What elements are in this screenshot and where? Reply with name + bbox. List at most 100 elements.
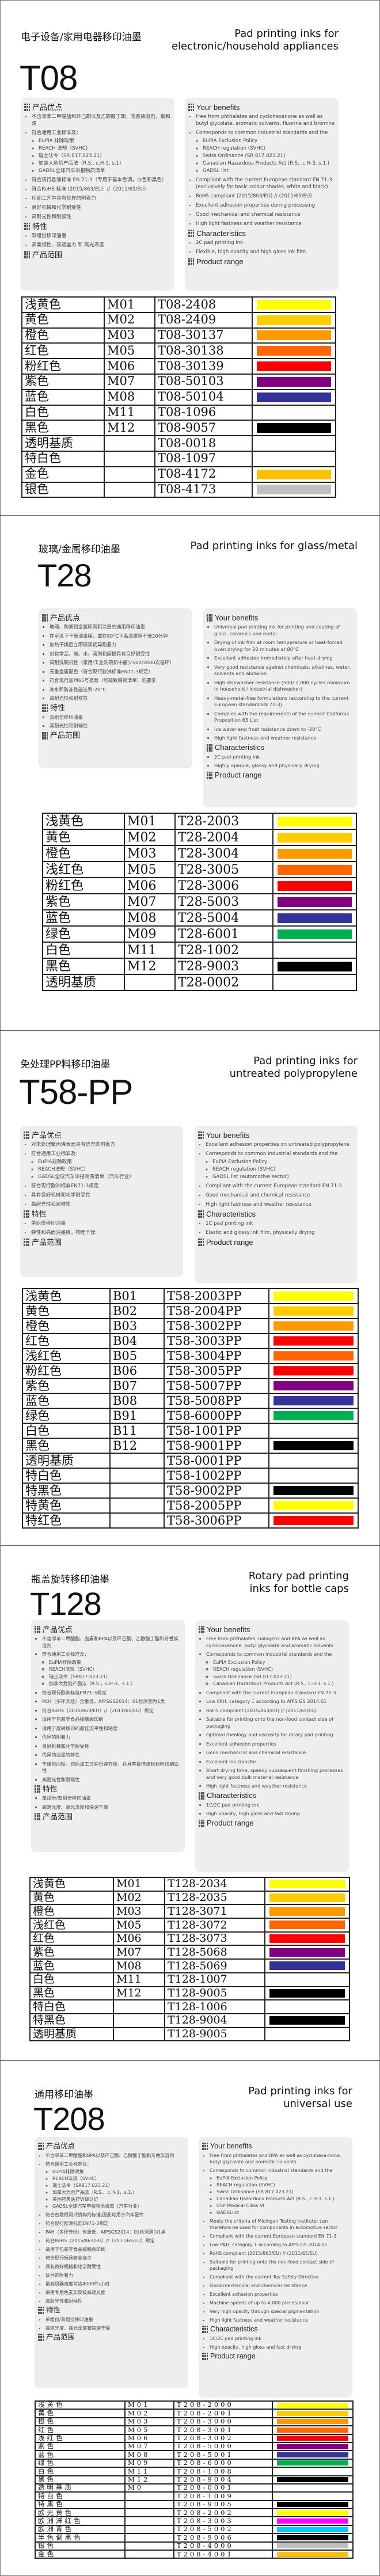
color-swatch	[277, 2535, 348, 2540]
list-item: Ice water and frost resistance down to -…	[214, 726, 354, 733]
swatch-cell	[264, 1972, 350, 1987]
list-item: 对化学品、碱、水、溶剂和磨损具有良好耐受性	[50, 651, 189, 658]
sub-list-item: Swiss Ordinance (SR 817.023.21)	[216, 2189, 349, 2195]
list-item: PAH（多环芳烃）含量低，AfPSGS2014：01检测测为1类	[45, 2229, 185, 2235]
section-mark-icon	[198, 1131, 204, 1139]
en-title: Pad printing inks for universal use	[248, 2085, 352, 2110]
series-code-cell: B11	[109, 1423, 165, 1439]
color-name-cell: 绿色	[22, 1408, 111, 1424]
list-item-text: 符合现行加州65号提案（可疑致畸物清单）的要求	[50, 677, 156, 683]
product-number-cell: T08-30138	[154, 342, 253, 360]
list-item-text: 无重金属配色（符合现行欧洲标准EN71-3规定）	[50, 668, 153, 675]
color-swatch	[277, 2411, 348, 2417]
color-name-cell: 特黑色	[22, 1483, 111, 1499]
table-row: 黄色 M02 T08-2409	[21, 311, 336, 329]
color-name-cell: 蓝色	[42, 909, 125, 927]
swatch-cell	[268, 1288, 359, 1304]
swatch-cell	[252, 327, 336, 344]
list-item-text: Compliant with the current European stan…	[196, 177, 332, 190]
box-heading-text: Product range	[210, 2352, 256, 2360]
color-swatch	[278, 848, 352, 859]
swatch-cell	[252, 342, 336, 360]
series-code-cell	[124, 2541, 174, 2551]
swatch-cell	[272, 2533, 354, 2543]
product-number-cell: T58-3003PP	[164, 1333, 269, 1349]
list-item: Heavy-metal-free formulations (according…	[214, 695, 354, 708]
series-code-cell: M08	[104, 388, 155, 406]
swatch-cell	[272, 2524, 354, 2535]
box-heading-text: Characteristics	[206, 1209, 256, 1218]
sub-list-item: GADSL全球汽车申报物质清单（汽车行业）	[52, 2203, 185, 2209]
color-name-cell: 银色	[21, 481, 105, 498]
en-title-line: Pad printing inks for glass/metal	[190, 540, 358, 552]
series-code-cell: M08	[124, 909, 176, 927]
series-code-cell: M12	[104, 420, 155, 437]
color-name-cell: 橙色	[22, 1318, 111, 1334]
table-row: 红色 M06 T128-3073	[29, 1931, 350, 1946]
product-number-cell: T28-5003	[174, 893, 273, 910]
color-swatch	[273, 1336, 354, 1346]
list-item: 高耐光性和耐候性	[50, 695, 189, 702]
product-code: T58-PP	[19, 1073, 133, 1111]
box-heading-text: Your benefits	[196, 102, 240, 112]
color-swatch	[273, 1486, 354, 1495]
list-item: 良好机械和化学耐受性	[32, 204, 171, 211]
series-code-cell	[109, 1468, 165, 1484]
product-number-cell: T128-9005	[164, 1986, 265, 2001]
product-number-cell: T28-3004	[174, 845, 273, 862]
product-number-cell: T208-6000	[173, 2458, 273, 2468]
list-item: Good mechanical and chemical resistance	[206, 1192, 354, 1199]
list-item: 具有良好机械和化学耐受性	[31, 1192, 180, 1199]
color-swatch	[278, 816, 352, 826]
product-number-cell: T128-5069	[164, 1958, 265, 1973]
product-number-cell: T58-3005PP	[164, 1363, 269, 1379]
box-heading-text: Product range	[215, 771, 262, 780]
list-item: 2C pad printing ink	[196, 239, 335, 246]
swatch-cell	[272, 925, 357, 943]
color-name-cell: 橙色	[29, 1904, 114, 1919]
swatch-cell	[272, 2516, 354, 2526]
product-number-cell: T58-3002PP	[164, 1318, 269, 1334]
list-item-text: Meets the criteria of Michigan Testing I…	[210, 2219, 338, 2230]
cn-title: 玻璃/金属移印油墨	[39, 544, 120, 555]
table-row: 黑色 M12 T128-9005	[29, 1986, 350, 2001]
product-number-cell: T58-0001PP	[164, 1453, 269, 1469]
box-heading-text: Your benefits	[207, 1625, 250, 1634]
list-item: Suitable for printing onto the non-food …	[206, 1716, 345, 1729]
list-item-text: Universal pad printing ink for printing …	[214, 624, 340, 637]
swatch-cell	[268, 1318, 359, 1334]
section-mark-icon	[24, 251, 30, 258]
section-mark-icon	[24, 1239, 29, 1246]
table-row: 紫色 M07 T28-5003	[42, 893, 357, 910]
table-row: 橙色 B03 T58-3002PP	[22, 1318, 359, 1334]
product-number-cell: T08-4172	[154, 466, 253, 483]
box-heading: 产品范围	[24, 251, 171, 258]
product-number-cell: T128-1007	[164, 1972, 265, 1987]
list-item: 高遮光度、高光泽度和快速干燥	[42, 1804, 181, 1811]
color-swatch	[277, 2527, 348, 2532]
series-code-cell: M01	[113, 1877, 165, 1892]
list-item: 符合现行欧洲标准EN71-3规定	[42, 1690, 181, 1697]
table-row: 浅黄色 M01 T208-2000	[35, 2400, 354, 2410]
table-row: 特白色 T208-1009	[35, 2491, 354, 2501]
sub-list-item: 加拿大危险产品法（R.S., c.H-3, s.1)	[39, 160, 171, 167]
color-name-cell: 红色	[35, 2425, 126, 2435]
series-code-cell	[104, 466, 155, 483]
color-name-cell: 特白色	[35, 2491, 126, 2501]
list-item-text: 干燥时间短，印后加工过程迅速方便，并具有极佳疏松材料印刷适性	[42, 1760, 179, 1774]
product-number-cell: T208-3000	[173, 2417, 273, 2427]
en-title: Rotary pad printing inks for bottle caps	[249, 1570, 349, 1595]
en-title: Pad printing inks for glass/metal	[191, 540, 358, 552]
en-title-line: inks for bottle caps	[249, 1583, 349, 1595]
list-item-text: Low PAH, category 1 according to AfPS GS…	[206, 1698, 327, 1704]
swatch-cell	[272, 2491, 354, 2501]
benefits-list: Excellent adhesion properties on untreat…	[198, 1141, 354, 1208]
list-item-text: Very high opacity through special pigmen…	[210, 2309, 320, 2314]
list-item-text: 在室温下干燥油墨膜，或在80°C下高温烘箱干燥20分钟	[50, 632, 168, 639]
table-row: 蓝色 M08 T08-50104	[21, 388, 336, 406]
list-item-text: 加热干燥后立即展现优异附着力	[50, 642, 117, 647]
list-item-text: 符合现行玩具安全指令	[45, 2255, 92, 2261]
color-name-cell: 白色	[21, 404, 105, 421]
benefits-list: 不含邻苯二甲酸酯和BPA以及环己酮、乙醇酸丁酯和芳香族溶剂符合通用工业标准及： E…	[38, 2152, 185, 2304]
list-item-text: Corresponds to common industrial standar…	[206, 1651, 332, 1657]
